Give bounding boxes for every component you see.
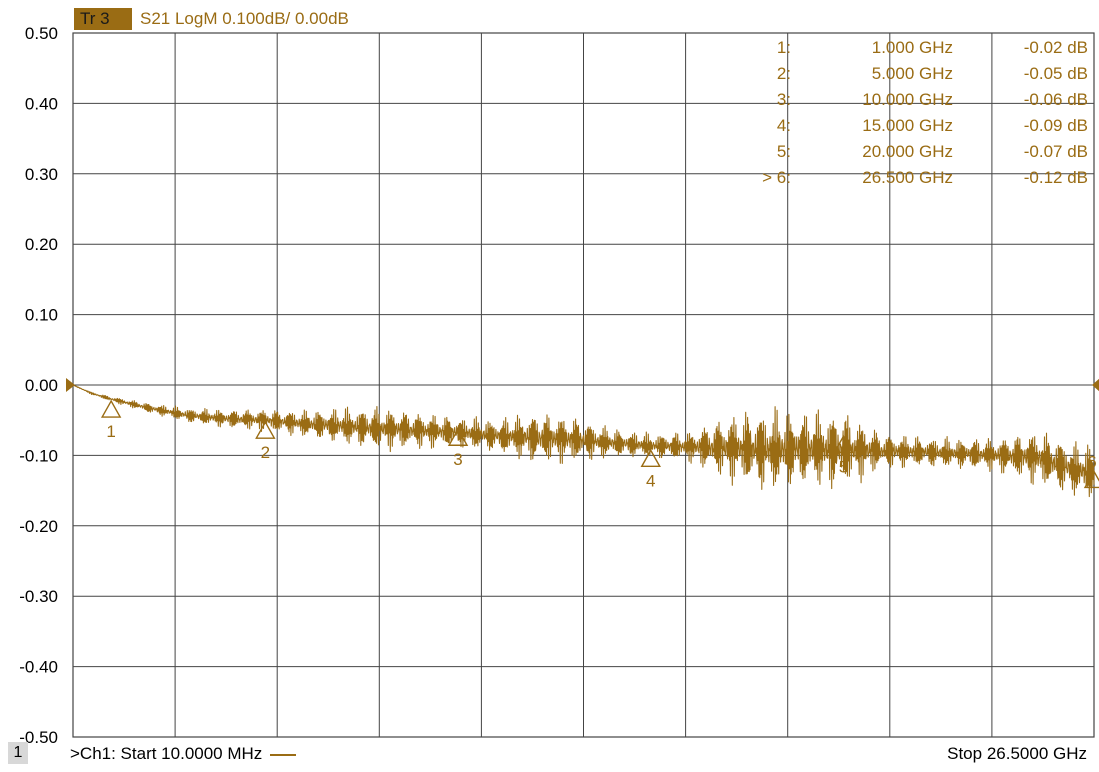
- marker-table-frequency: 10.000 GHz: [862, 90, 953, 109]
- y-tick-label: 0.20: [25, 235, 58, 254]
- trace-legend-line: [270, 753, 297, 756]
- y-tick-label: -0.20: [19, 517, 58, 536]
- y-tick-label: -0.10: [19, 446, 58, 465]
- y-tick-labels: 0.50 0.40 0.30 0.20 0.10 0.00 -0.10 -0.20 -0.30 -…: [19, 24, 58, 747]
- y-tick-label: 0.00: [25, 376, 58, 395]
- marker-table-frequency: 15.000 GHz: [862, 116, 953, 135]
- marker-table-index: 4:: [777, 116, 791, 135]
- y-tick-label: -0.30: [19, 587, 58, 606]
- marker-table-value: -0.12 dB: [1024, 168, 1088, 187]
- marker-table-frequency: 5.000 GHz: [872, 64, 953, 83]
- stop-frequency-label: Stop 26.5000 GHz: [947, 744, 1087, 763]
- marker-table-frequency: 1.000 GHz: [872, 38, 953, 57]
- marker-table-frequency: 26.500 GHz: [862, 168, 953, 187]
- marker-number-label: 4: [646, 471, 655, 490]
- trace-line: [72, 384, 1095, 498]
- start-frequency-text: >Ch1: Start 10.0000 MHz: [70, 744, 263, 763]
- marker-table-index: 2:: [777, 64, 791, 83]
- trace-description: S21 LogM 0.100dB/ 0.00dB: [140, 9, 349, 28]
- marker-table-index: 5:: [777, 142, 791, 161]
- marker-table: 1: 1.000 GHz -0.02 dB 2: 5.000 GHz -0.05 dB 3:…: [762, 38, 1088, 187]
- marker-number-label: 5: [839, 457, 848, 476]
- y-tick-label: 0.10: [25, 306, 58, 325]
- y-tick-label: 0.30: [25, 165, 58, 184]
- marker-group: 1 2 3 4 5 6: [100, 399, 1099, 490]
- marker-table-index: > 6:: [762, 168, 791, 187]
- marker-triangle: [640, 448, 661, 468]
- marker-number-label: 6: [1087, 452, 1096, 471]
- marker-table-value: -0.06 dB: [1024, 90, 1088, 109]
- marker-number-label: 3: [453, 450, 462, 469]
- start-frequency-label: >Ch1: Start 10.0000 MHz: [70, 744, 297, 764]
- reference-markers: [66, 378, 1099, 392]
- marker-table-value: -0.02 dB: [1024, 38, 1088, 57]
- marker-triangle: [447, 427, 469, 446]
- marker-table-index: 3:: [777, 90, 791, 109]
- chart-grid: [72, 32, 1095, 738]
- marker-triangle: [100, 399, 122, 418]
- marker-table-value: -0.07 dB: [1024, 142, 1088, 161]
- y-tick-label: -0.50: [19, 728, 58, 747]
- y-tick-label: 0.50: [25, 24, 58, 43]
- reference-arrow-left: [66, 378, 75, 392]
- marker-triangle: [255, 420, 276, 439]
- reference-arrow-right: [1092, 378, 1099, 392]
- marker-table-value: -0.09 dB: [1024, 116, 1088, 135]
- marker-table-value: -0.05 dB: [1024, 64, 1088, 83]
- marker-table-index: 1:: [777, 38, 791, 57]
- marker-number-label: 2: [261, 443, 270, 462]
- marker-table-frequency: 20.000 GHz: [862, 142, 953, 161]
- marker-number-label: 1: [106, 422, 115, 441]
- marker-triangle: [833, 434, 854, 453]
- trace-group: [72, 384, 1095, 498]
- trace-tag[interactable]: Tr 3: [74, 8, 132, 30]
- y-tick-label: 0.40: [25, 94, 58, 113]
- channel-number[interactable]: 1: [8, 742, 28, 764]
- y-tick-label: -0.40: [19, 658, 58, 677]
